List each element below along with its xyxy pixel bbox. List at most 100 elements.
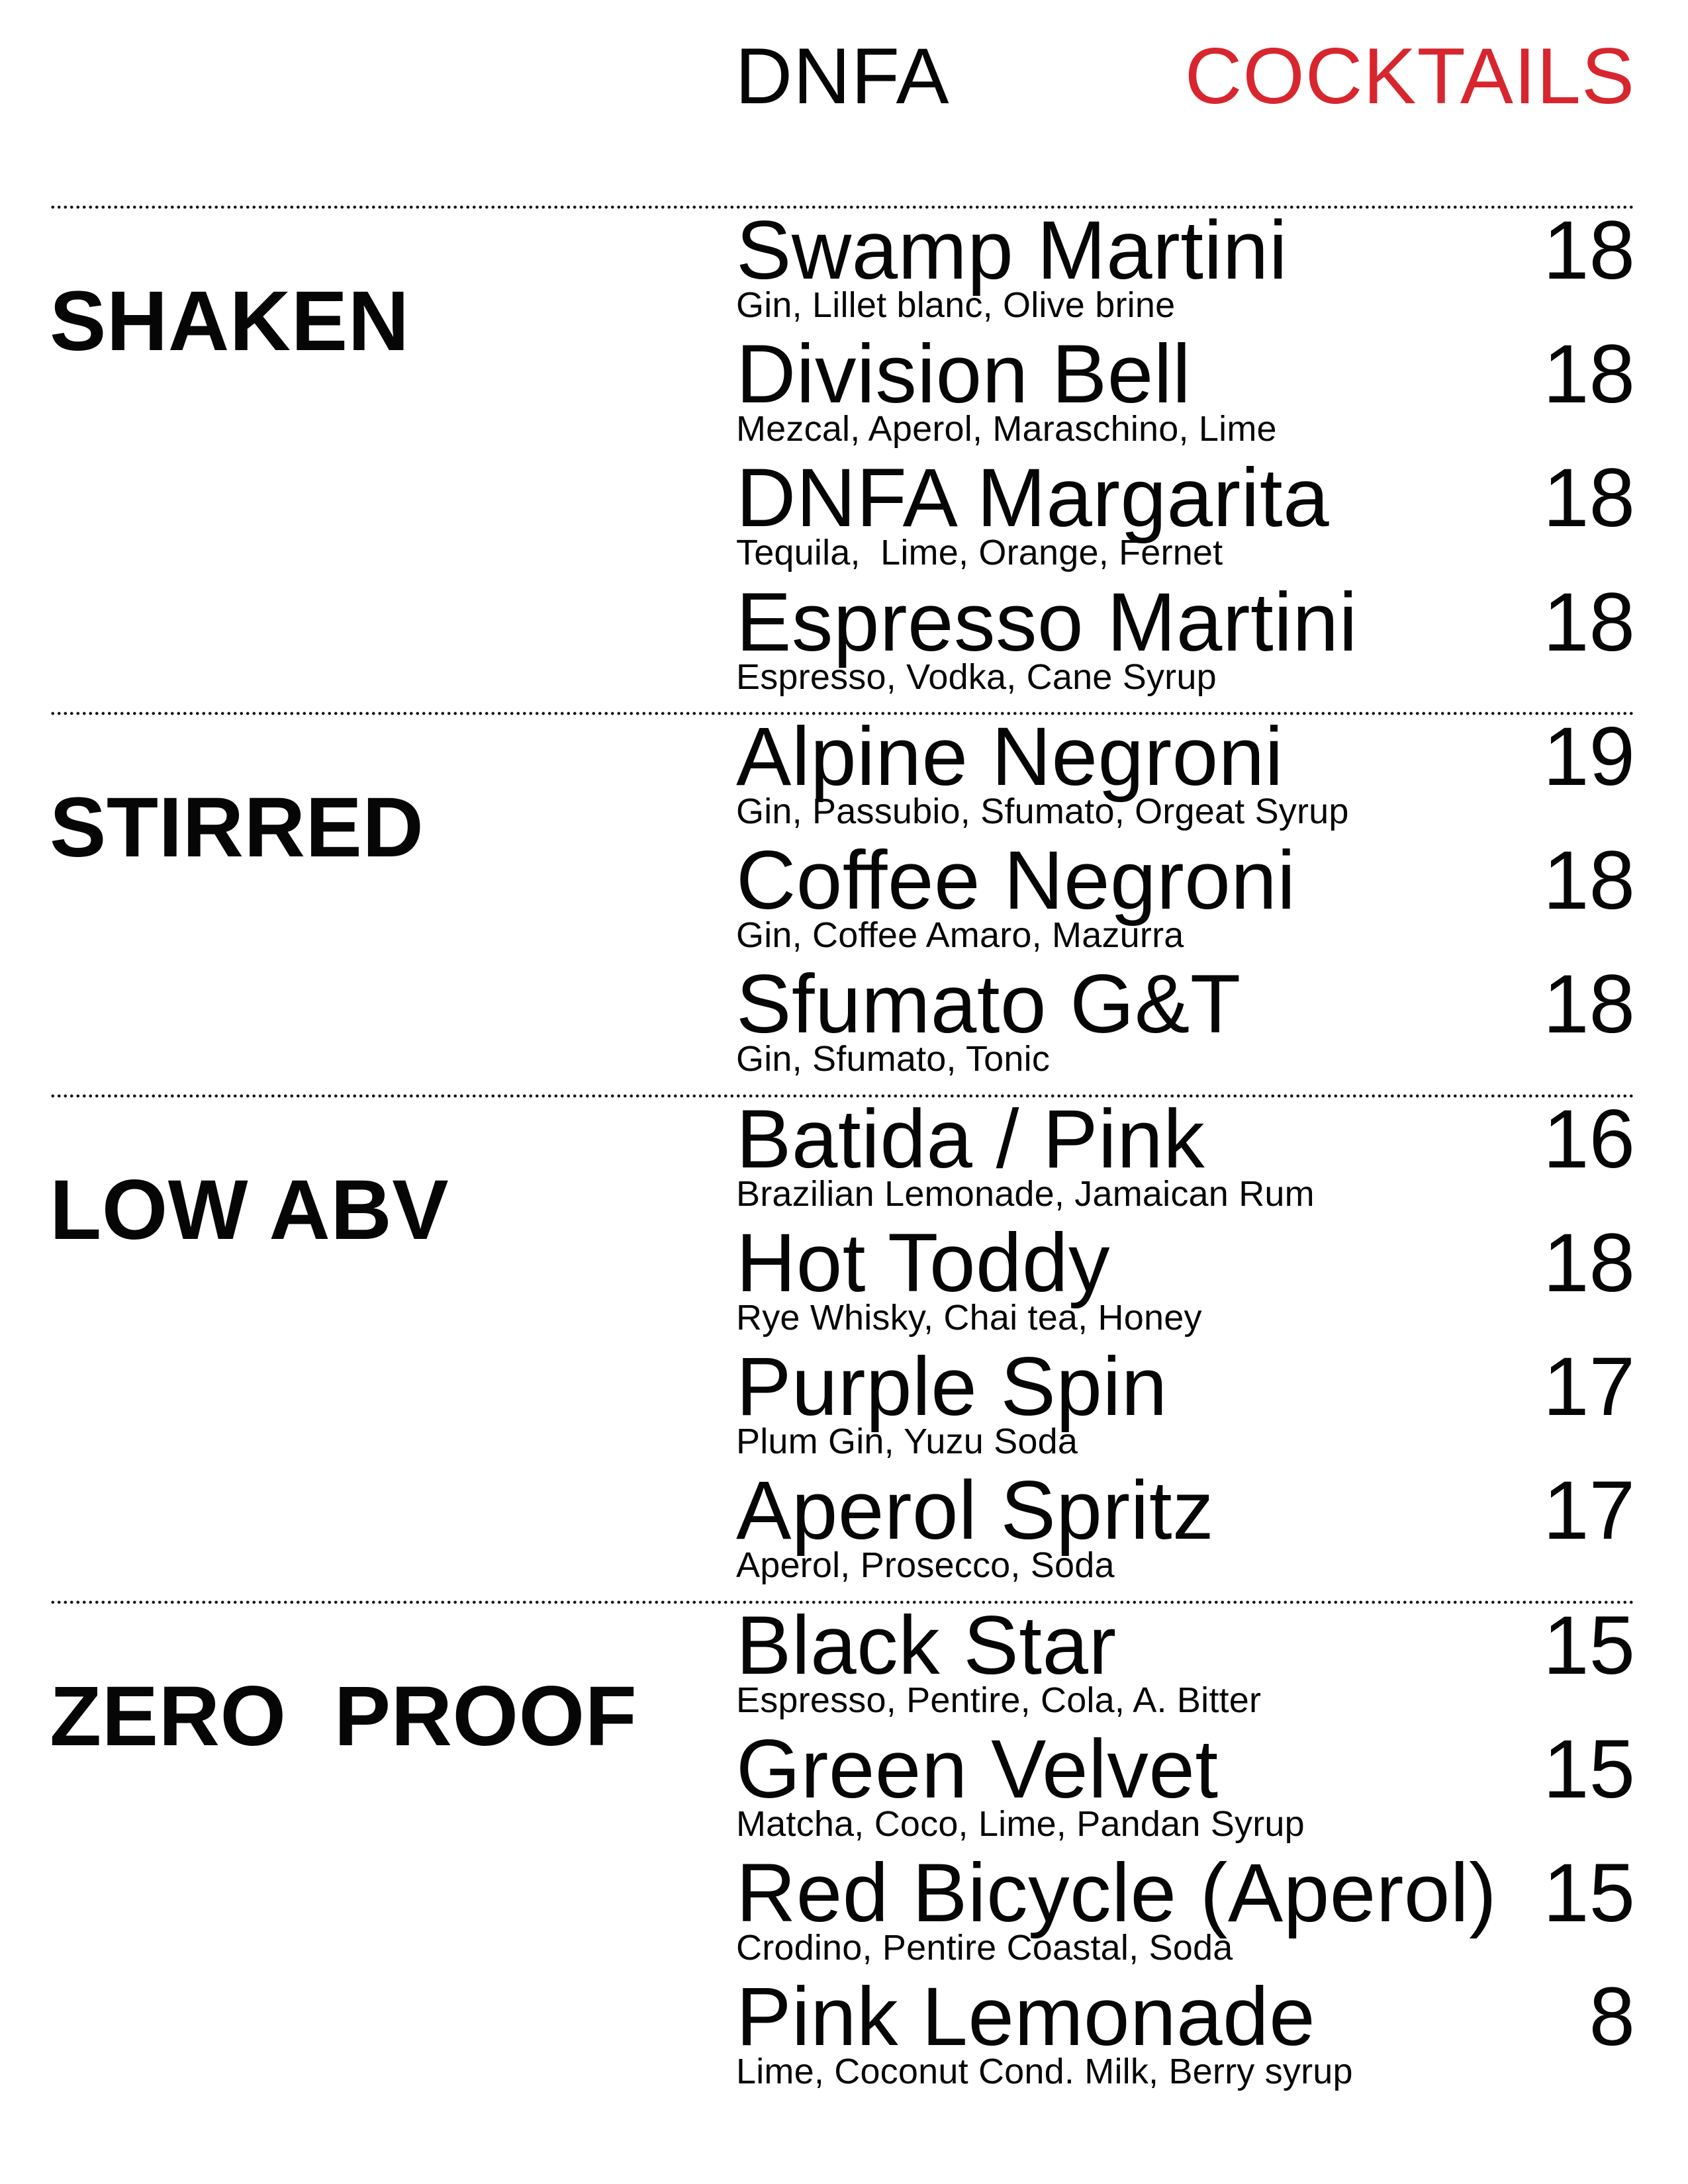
menu-item-ingredients: Lime, Coconut Cond. Milk, Berry syrup [736,2052,1353,2092]
section-divider [50,1600,1635,1604]
section-body: LOW ABV Batida / Pink 16 Brazilian Lemon… [50,1098,1635,1600]
menu-section: SHAKEN Swamp Martini 18 Gin, Lillet blan… [50,205,1635,711]
section-divider [50,205,1635,209]
menu-item-head: Sfumato G&T 18 [736,958,1635,1051]
section-title: SHAKEN [50,274,410,369]
section-divider [50,1093,1635,1098]
menu-item-name: Batida / Pink [736,1093,1205,1185]
page-title: COCKTAILS [1184,32,1635,120]
section-items: Alpine Negroni 19 Gin, Passubio, Sfumato… [736,710,1635,1094]
menu-item-name: Alpine Negroni [736,710,1284,803]
menu-item-name: Black Star [736,1599,1117,1692]
menu-item-price: 18 [1542,452,1635,545]
menu-header: DNFA COCKTAILS [50,36,1635,116]
menu-item: Pink Lemonade 8 Lime, Coconut Cond. Milk… [736,1971,1635,2092]
menu-item-ingredients: Gin, Sfumato, Tonic [736,1039,1051,1079]
menu-item-ingredients: Rye Whisky, Chai tea, Honey [736,1297,1202,1338]
section-title: LOW ABV [50,1162,449,1257]
menu-item: Division Bell 18 Mezcal, Aperol, Marasch… [736,328,1635,449]
menu-section: STIRRED Alpine Negroni 19 Gin, Passubio,… [50,711,1635,1094]
menu-item-name: Green Velvet [736,1723,1219,1815]
menu-item-ingredients: Gin, Lillet blanc, Olive brine [736,285,1176,325]
menu-item-price: 18 [1542,1216,1635,1309]
menu-item-name: Espresso Martini [736,576,1358,668]
menu-item-head: Pink Lemonade 8 [736,1971,1635,2064]
menu-item-price: 15 [1542,1847,1635,1940]
menu-item-head: Espresso Martini 18 [736,576,1635,668]
section-body: STIRRED Alpine Negroni 19 Gin, Passubio,… [50,715,1635,1094]
menu-item: Hot Toddy 18 Rye Whisky, Chai tea, Honey [736,1216,1635,1338]
menu-item-head: Purple Spin 17 [736,1341,1635,1433]
menu-item: Batida / Pink 16 Brazilian Lemonade, Jam… [736,1093,1635,1214]
menu-item-price: 18 [1542,205,1635,296]
section-title: ZERO PROOF [50,1668,637,1764]
menu-item-head: Hot Toddy 18 [736,1216,1635,1309]
menu-item-ingredients: Mezcal, Aperol, Maraschino, Lime [736,409,1277,449]
menu-item: Sfumato G&T 18 Gin, Sfumato, Tonic [736,958,1635,1079]
menu-item-price: 18 [1542,576,1635,668]
section-items: Swamp Martini 18 Gin, Lillet blanc, Oliv… [736,205,1635,711]
menu-item: Coffee Negroni 18 Gin, Coffee Amaro, Maz… [736,835,1635,956]
section-body: SHAKEN Swamp Martini 18 Gin, Lillet blan… [50,209,1635,711]
section-items: Batida / Pink 16 Brazilian Lemonade, Jam… [736,1093,1635,1600]
menu-item-name: Aperol Spritz [736,1465,1215,1557]
section-body: ZERO PROOF Black Star 15 Espresso, Penti… [50,1604,1635,2107]
menu-item-ingredients: Espresso, Pentire, Cola, A. Bitter [736,1680,1262,1720]
menu-item-ingredients: Plum Gin, Yuzu Soda [736,1422,1078,1462]
menu-item-head: Green Velvet 15 [736,1723,1635,1815]
menu-section: LOW ABV Batida / Pink 16 Brazilian Lemon… [50,1093,1635,1600]
menu-item-price: 18 [1542,958,1635,1051]
menu-item-name: Swamp Martini [736,205,1288,296]
menu-item-price: 16 [1542,1093,1635,1185]
menu-item-price: 17 [1542,1341,1635,1433]
menu-item-ingredients: Espresso, Vodka, Cane Syrup [736,657,1217,697]
menu-item-head: Swamp Martini 18 [736,205,1635,296]
menu-item-head: Aperol Spritz 17 [736,1465,1635,1557]
menu-item-name: Sfumato G&T [736,958,1241,1051]
menu-item-head: Coffee Negroni 18 [736,835,1635,927]
section-divider [50,711,1635,715]
menu-item-ingredients: Gin, Coffee Amaro, Mazurra [736,915,1184,956]
menu-item: Aperol Spritz 17 Aperol, Prosecco, Soda [736,1465,1635,1586]
menu-item-ingredients: Tequila, Lime, Orange, Fernet [736,533,1223,573]
menu-item: Swamp Martini 18 Gin, Lillet blanc, Oliv… [736,205,1635,325]
menu-item-price: 19 [1542,710,1635,803]
menu-item-head: DNFA Margarita 18 [736,452,1635,545]
menu-item-name: Red Bicycle (Aperol) [736,1847,1497,1940]
menu-item-name: DNFA Margarita [736,452,1330,545]
menu-item: Espresso Martini 18 Espresso, Vodka, Can… [736,576,1635,697]
menu-item-ingredients: Brazilian Lemonade, Jamaican Rum [736,1173,1315,1214]
menu-item-price: 18 [1542,328,1635,421]
menu-item-ingredients: Matcha, Coco, Lime, Pandan Syrup [736,1803,1305,1844]
menu-item-price: 17 [1542,1465,1635,1557]
menu-item-price: 18 [1542,835,1635,927]
menu-item-head: Batida / Pink 16 [736,1093,1635,1185]
menu-item: Purple Spin 17 Plum Gin, Yuzu Soda [736,1341,1635,1462]
menu-item-ingredients: Aperol, Prosecco, Soda [736,1545,1115,1586]
menu-item: Black Star 15 Espresso, Pentire, Cola, A… [736,1599,1635,1720]
menu-item-name: Hot Toddy [736,1216,1111,1309]
menu-item-head: Red Bicycle (Aperol) 15 [736,1847,1635,1940]
menu-item-name: Division Bell [736,328,1192,421]
menu-item-ingredients: Crodino, Pentire Coastal, Soda [736,1928,1233,1968]
menu-item-head: Black Star 15 [736,1599,1635,1692]
menu-item-name: Pink Lemonade [736,1971,1316,2064]
section-items: Black Star 15 Espresso, Pentire, Cola, A… [736,1599,1635,2107]
menu-item: Red Bicycle (Aperol) 15 Crodino, Pentire… [736,1847,1635,1968]
menu-item-price: 8 [1589,1971,1635,2064]
menu-item-ingredients: Gin, Passubio, Sfumato, Orgeat Syrup [736,791,1349,831]
section-title: STIRRED [50,780,424,876]
menu-sections: SHAKEN Swamp Martini 18 Gin, Lillet blan… [50,205,1635,2107]
menu-item: Green Velvet 15 Matcha, Coco, Lime, Pand… [736,1723,1635,1844]
menu-item-name: Purple Spin [736,1341,1168,1433]
menu-item-head: Alpine Negroni 19 [736,710,1635,803]
menu-section: ZERO PROOF Black Star 15 Espresso, Penti… [50,1600,1635,2107]
menu-item-price: 15 [1542,1599,1635,1692]
brand-title: DNFA [735,32,950,120]
menu-item: Alpine Negroni 19 Gin, Passubio, Sfumato… [736,710,1635,831]
menu-item-head: Division Bell 18 [736,328,1635,421]
menu-item-name: Coffee Negroni [736,835,1296,927]
menu-item-price: 15 [1542,1723,1635,1815]
menu-item: DNFA Margarita 18 Tequila, Lime, Orange,… [736,452,1635,573]
